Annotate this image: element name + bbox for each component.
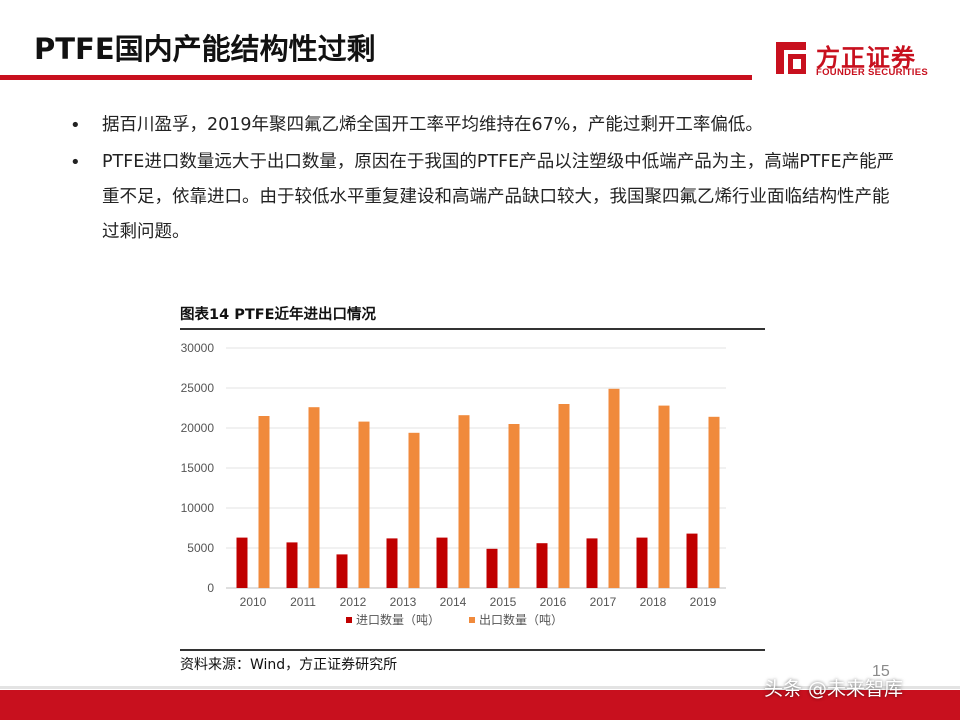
bullet-dot: •	[70, 152, 81, 173]
logo-chinese-name: 方正证券	[816, 44, 916, 72]
page-number: 15	[872, 663, 890, 680]
x-tick-label: 2012	[340, 595, 367, 609]
bullet-text: PTFE进口数量远大于出口数量，原因在于我国的PTFE产品以注塑级中低端产品为主…	[102, 152, 895, 242]
legend-label: 进口数量（吨）	[356, 612, 440, 627]
bullet-item: • PTFE进口数量远大于出口数量，原因在于我国的PTFE产品以注塑级中低端产品…	[70, 145, 900, 250]
legend-label: 出口数量（吨）	[479, 612, 563, 627]
footer-bar	[0, 690, 960, 720]
y-tick-label: 30000	[181, 341, 215, 355]
y-tick-label: 5000	[187, 541, 214, 555]
x-tick-label: 2019	[690, 595, 717, 609]
x-tick-label: 2013	[390, 595, 417, 609]
bar-import-2013	[386, 538, 398, 588]
x-tick-label: 2011	[290, 595, 316, 609]
bar-import-2019	[686, 533, 698, 588]
y-tick-label: 0	[207, 581, 214, 595]
x-tick-label: 2014	[440, 595, 467, 609]
legend-swatch	[469, 617, 475, 623]
watermark: 头条 @未来智库	[764, 678, 904, 700]
bar-import-2015	[486, 548, 498, 588]
bar-import-2010	[236, 537, 248, 588]
bullet-dot: •	[70, 115, 81, 136]
bar-export-2012	[358, 421, 370, 588]
bullet-item: • 据百川盈孚，2019年聚四氟乙烯全国开工率平均维持在67%，产能过剩开工率偏…	[70, 108, 900, 143]
chart-title: 图表14 PTFE近年进出口情况	[180, 307, 377, 323]
bar-export-2015	[508, 424, 520, 588]
x-tick-label: 2010	[240, 595, 267, 609]
bullet-list: • 据百川盈孚，2019年聚四氟乙烯全国开工率平均维持在67%，产能过剩开工率偏…	[70, 108, 900, 252]
source-note: 资料来源：Wind，方正证券研究所	[180, 657, 398, 673]
bar-export-2019	[708, 416, 720, 588]
bar-import-2014	[436, 537, 448, 588]
legend-swatch	[346, 617, 352, 623]
bar-export-2018	[658, 405, 670, 588]
bar-export-2014	[458, 415, 470, 588]
bullet-text: 据百川盈孚，2019年聚四氟乙烯全国开工率平均维持在67%，产能过剩开工率偏低。	[102, 115, 763, 135]
founder-logo-icon	[776, 42, 806, 74]
footer-stripe	[0, 686, 960, 689]
bars	[236, 388, 720, 588]
bar-export-2013	[408, 432, 420, 588]
x-tick-label: 2015	[490, 595, 517, 609]
y-axis-ticks: 0 5000 10000 15000 20000 25000 30000	[181, 341, 215, 595]
source-rule	[180, 649, 765, 651]
bar-import-2016	[536, 543, 548, 588]
company-logo: 方正证券 FOUNDER SECURITIES	[770, 38, 940, 82]
bar-import-2018	[636, 537, 648, 588]
title-underline	[0, 75, 752, 80]
y-tick-label: 20000	[181, 421, 215, 435]
bar-export-2011	[308, 407, 320, 588]
x-axis-ticks: 2010 2011 2012 2013 2014 2015 2016 2017 2018 2019	[240, 595, 717, 609]
x-tick-label: 2017	[590, 595, 617, 609]
bar-export-2017	[608, 388, 620, 588]
logo-english-name: FOUNDER SECURITIES	[816, 67, 929, 78]
grid-lines	[226, 347, 726, 589]
chart-title-rule	[180, 328, 765, 330]
bar-export-2010	[258, 416, 270, 588]
bar-import-2017	[586, 538, 598, 588]
y-tick-label: 10000	[181, 501, 215, 515]
slide-title: PTFE国内产能结构性过剩	[34, 32, 376, 66]
bar-import-2011	[286, 542, 298, 588]
y-tick-label: 25000	[181, 381, 215, 395]
bar-import-2012	[336, 554, 348, 588]
x-tick-label: 2018	[640, 595, 667, 609]
y-tick-label: 15000	[181, 461, 215, 475]
x-tick-label: 2016	[540, 595, 567, 609]
legend: 进口数量（吨） 出口数量（吨）	[346, 612, 563, 627]
bar-export-2016	[558, 404, 570, 588]
